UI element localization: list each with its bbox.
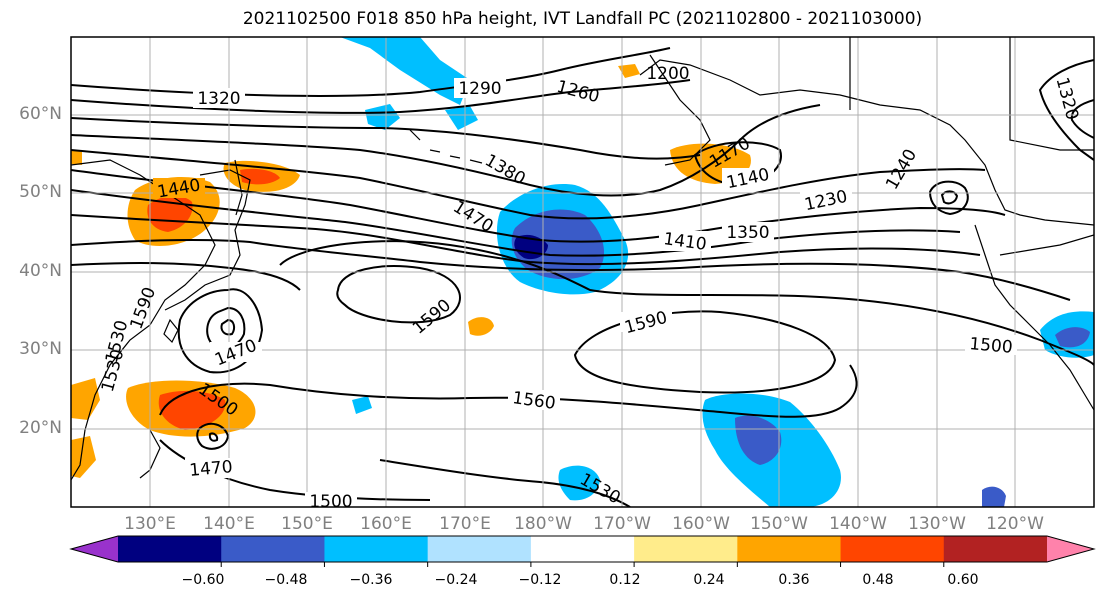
lon-label: 160°E bbox=[360, 514, 412, 534]
lon-label: 140°W bbox=[829, 514, 887, 534]
colorbar-tick-label: 0.36 bbox=[778, 572, 810, 588]
lat-label: 30°N bbox=[19, 339, 62, 359]
map-title: 2021102500 F018 850 hPa height, IVT Land… bbox=[242, 9, 923, 29]
contour-label: 1350 bbox=[726, 223, 769, 243]
colorbar-segment bbox=[737, 536, 842, 562]
colorbar-tick-label: −0.48 bbox=[264, 572, 308, 588]
colorbar-extend-low bbox=[71, 536, 118, 562]
colorbar-outline bbox=[69, 535, 1096, 563]
colorbar-segment bbox=[427, 536, 532, 562]
colorbar-tick-label: 0.12 bbox=[609, 572, 641, 588]
contour-label: 1470 bbox=[189, 457, 234, 481]
colorbar-tick-label: −0.60 bbox=[181, 572, 225, 588]
contour-label: 1320 bbox=[197, 89, 240, 109]
colorbar-segment bbox=[530, 536, 635, 562]
colorbar-tick-label: 0.60 bbox=[947, 572, 979, 588]
lat-label: 50°N bbox=[19, 182, 62, 202]
colorbar-segment bbox=[840, 536, 945, 562]
lat-label: 40°N bbox=[19, 261, 62, 281]
lon-label: 180°W bbox=[514, 514, 572, 534]
lon-label: 150°W bbox=[750, 514, 808, 534]
contour-label: 1500 bbox=[969, 334, 1014, 358]
lon-label: 140°E bbox=[203, 514, 255, 534]
contour-label: 1290 bbox=[458, 79, 501, 99]
lon-label: 160°W bbox=[672, 514, 730, 534]
lon-label: 130°W bbox=[908, 514, 966, 534]
lon-label: 170°W bbox=[593, 514, 651, 534]
colorbar-segment bbox=[118, 536, 222, 562]
lat-label: 20°N bbox=[19, 418, 62, 438]
colorbar-segment bbox=[943, 536, 1048, 562]
colorbar-tick-label: −0.12 bbox=[518, 572, 562, 588]
lon-label: 120°W bbox=[986, 514, 1044, 534]
lon-label: 170°E bbox=[439, 514, 491, 534]
colorbar-tick-label: 0.24 bbox=[693, 572, 725, 588]
lon-label: 150°E bbox=[281, 514, 333, 534]
colorbar-segment bbox=[221, 536, 326, 562]
lon-label: 130°E bbox=[124, 514, 176, 534]
colorbar bbox=[69, 535, 1096, 567]
colorbar-tick-label: −0.24 bbox=[434, 572, 478, 588]
contour-label: 1200 bbox=[646, 64, 689, 84]
lat-label: 60°N bbox=[19, 104, 62, 124]
colorbar-extend-high bbox=[1047, 536, 1094, 562]
contour-label: 1500 bbox=[309, 492, 352, 512]
colorbar-tick-label: 0.48 bbox=[862, 572, 894, 588]
colorbar-segment bbox=[324, 536, 429, 562]
colorbar-tick-label: −0.36 bbox=[349, 572, 393, 588]
map-frame bbox=[70, 36, 1095, 508]
colorbar-segment bbox=[634, 536, 738, 562]
